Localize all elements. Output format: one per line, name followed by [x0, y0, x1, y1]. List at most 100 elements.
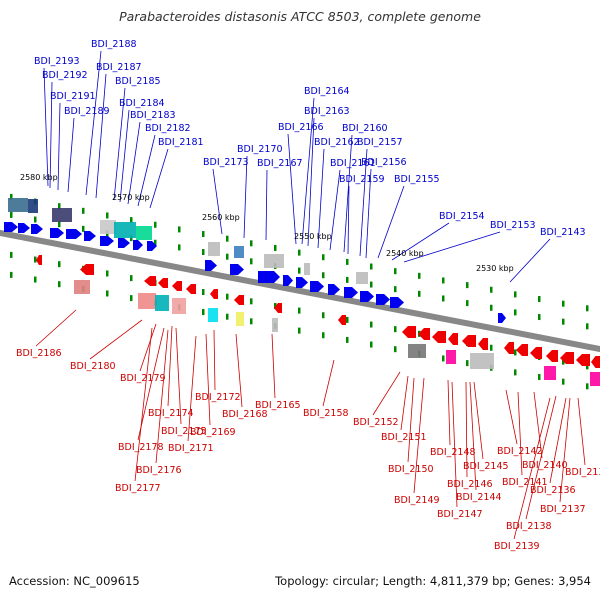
- forward-gene-label: BDI_2184: [119, 98, 165, 109]
- scale-label: 2530 kbp: [476, 264, 514, 273]
- leader-line: [549, 397, 567, 484]
- accession-text: Accession: NC_009615: [9, 574, 140, 588]
- reverse-gene-arrow: [338, 315, 346, 325]
- reverse-gene-label: BDI_2138: [506, 521, 552, 532]
- leader-line: [265, 169, 268, 241]
- scale-tick: [250, 318, 253, 325]
- forward-gene-arrow: [4, 222, 18, 232]
- leader-line: [137, 327, 165, 441]
- reverse-gene-label: BDI_2142: [497, 446, 543, 457]
- reverse-gene-label: BDI_2177: [115, 483, 161, 494]
- feature-box: [234, 246, 244, 258]
- forward-gene-label: BDI_2143: [540, 227, 586, 238]
- reverse-gene-label: BDI_2174: [148, 408, 194, 419]
- scale-tick: [10, 211, 13, 218]
- scale-tick: [130, 295, 133, 302]
- reverse-gene-label: BDI_2165: [255, 400, 301, 411]
- leader-line: [175, 327, 182, 425]
- scale-tick: [298, 327, 301, 334]
- feature-box: [470, 353, 494, 369]
- reverse-gene-arrow: [274, 303, 282, 313]
- reverse-gene-label: BDI_2151: [381, 432, 427, 443]
- feature-box: [172, 298, 186, 314]
- scale-tick: [562, 300, 565, 307]
- reverse-gene-arrow: [504, 342, 514, 354]
- leader-line: [525, 395, 557, 520]
- scale-tick: [562, 318, 565, 325]
- leader-line: [139, 323, 157, 372]
- forward-gene-label: BDI_2156: [361, 157, 407, 168]
- reverse-gene-arrow: [36, 255, 42, 265]
- leader-line: [413, 377, 425, 494]
- reverse-gene-label: BDI_2141: [502, 477, 548, 488]
- scale-tick: [562, 378, 565, 385]
- scale-tick: [514, 291, 517, 298]
- reverse-gene-label: BDI_2158: [303, 408, 349, 419]
- scale-tick: [346, 276, 349, 283]
- leader-line: [513, 397, 551, 540]
- reverse-gene-label: BDI_2148: [430, 447, 476, 458]
- reverse-gene-arrow: [560, 352, 574, 364]
- leader-line: [407, 377, 415, 463]
- scale-label: 2580 kbp: [20, 173, 58, 182]
- forward-gene-arrow: [310, 281, 324, 292]
- scale-tick: [346, 336, 349, 343]
- forward-gene-arrow: [328, 284, 340, 295]
- forward-gene-label: BDI_2163: [304, 106, 350, 117]
- leader-line: [473, 381, 484, 460]
- scale-tick: [346, 258, 349, 265]
- scale-tick: [154, 239, 157, 246]
- scale-tick: [250, 258, 253, 265]
- scale-tick: [130, 235, 133, 242]
- scale-tick: [538, 314, 541, 321]
- label-leader-lines: [35, 50, 586, 540]
- forward-gene-label: BDI_2161: [330, 158, 376, 169]
- forward-gene-label: BDI_2162: [314, 137, 360, 148]
- leader-line: [469, 381, 477, 491]
- scale-tick: [322, 254, 325, 261]
- scale-tick: [10, 251, 13, 258]
- forward-gene-arrow: [390, 297, 404, 308]
- leader-line: [35, 309, 77, 347]
- scale-tick: [298, 307, 301, 314]
- scale-label: 2570 kbp: [112, 193, 150, 202]
- scale-tick: [202, 289, 205, 296]
- reverse-gene-label: BDI_2176: [136, 465, 182, 476]
- reverse-gene-label: BDI_2149: [394, 495, 440, 506]
- scale-tick: [34, 256, 37, 263]
- feature-box: [138, 293, 156, 309]
- forward-gene-label: BDI_2154: [439, 211, 485, 222]
- reverse-gene-label: BDI_2180: [70, 361, 116, 372]
- scale-tick: [442, 295, 445, 302]
- reverse-gene-arrow: [432, 331, 446, 343]
- scale-tick: [154, 221, 157, 228]
- reverse-gene-label: BDI_2179: [120, 373, 166, 384]
- scale-labels: 2580 kbp 2570 kbp 2560 kbp 2550 kbp 2540 kbp…: [20, 173, 514, 273]
- scale-tick: [298, 267, 301, 274]
- feature-box: [236, 312, 244, 326]
- forward-gene-arrow: [230, 264, 244, 275]
- forward-gene-label: BDI_2188: [91, 39, 137, 50]
- reverse-gene-arrow: [402, 326, 416, 338]
- leader-line: [372, 371, 401, 416]
- scale-tick: [442, 277, 445, 284]
- scale-tick: [10, 271, 13, 278]
- scale-tick: [34, 276, 37, 283]
- scale-tick: [106, 212, 109, 219]
- feature-box: [590, 372, 600, 386]
- scale-tick: [10, 193, 13, 200]
- backbone-layer: [0, 229, 600, 353]
- scale-tick: [226, 253, 229, 260]
- forward-gene-label: BDI_2191: [50, 91, 96, 102]
- leader-line: [322, 359, 335, 407]
- scale-tick: [370, 281, 373, 288]
- scale-tick: [202, 309, 205, 316]
- feature-box: [52, 208, 72, 222]
- leader-line: [447, 379, 451, 446]
- scale-tick: [250, 298, 253, 305]
- forward-gene-label: BDI_2182: [145, 123, 191, 134]
- scale-tick: [394, 286, 397, 293]
- forward-gene-arrow: [66, 229, 82, 239]
- leader-line: [377, 185, 405, 259]
